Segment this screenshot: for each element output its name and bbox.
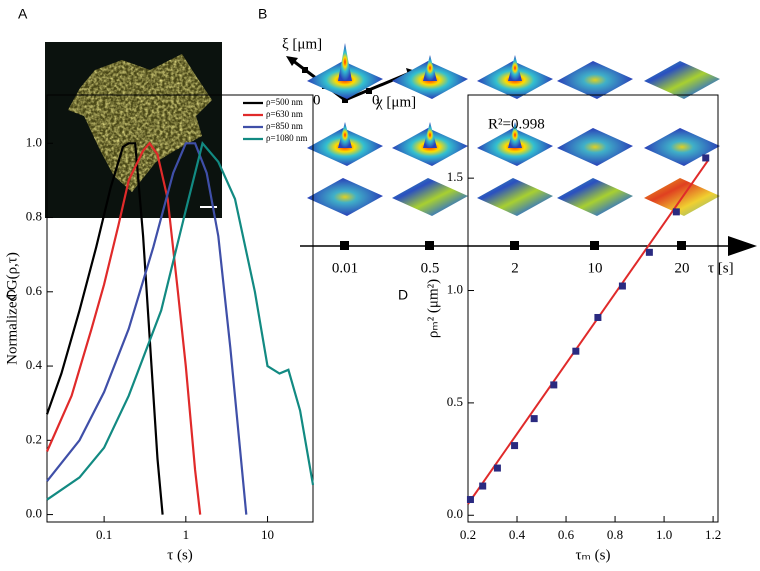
data-point: [466, 496, 474, 504]
surface-peak: [423, 55, 437, 81]
surface-tile: [477, 178, 553, 216]
time-tick: [590, 241, 599, 250]
micrograph: [45, 42, 222, 218]
z-axis-label: ξ [μm]: [282, 36, 322, 52]
time-label: 0.01: [332, 260, 358, 276]
legend-label: ρ=1080 nm: [266, 133, 307, 143]
y-axis-label: ρₘ² (μm²): [425, 279, 441, 338]
data-point: [511, 442, 519, 450]
series-line: [45, 141, 202, 515]
time-label: 10: [588, 260, 603, 276]
time-tick: [425, 241, 434, 250]
plot-frame: [46, 94, 314, 523]
x-tick-label: 1: [183, 527, 190, 542]
surface-peak: [508, 55, 522, 81]
data-point: [572, 347, 580, 355]
surface-peak: [338, 122, 352, 148]
surface-tile: [557, 178, 633, 216]
time-axis-label: τ [s]: [708, 260, 734, 276]
time-tick: [510, 241, 519, 250]
x-tick-label: 10: [261, 527, 274, 542]
y-tick-label: 0.8: [26, 209, 42, 224]
time-tick: [677, 241, 686, 250]
panel-label: A: [18, 6, 28, 22]
surface-tile: [392, 178, 468, 216]
data-point: [530, 415, 538, 423]
data-point: [594, 313, 602, 321]
y-tick-label: 1.0: [447, 282, 463, 297]
data-point: [550, 381, 558, 389]
surface-tile: [307, 178, 383, 216]
data-point: [479, 482, 487, 490]
legend-label: ρ=630 nm: [266, 109, 303, 119]
surface-tile: [557, 61, 633, 99]
x-tick-label: 1.2: [705, 527, 721, 542]
surface-peak: [508, 122, 522, 148]
data-point: [702, 154, 710, 162]
x-axis-label: χ [μm]: [375, 94, 416, 110]
legend-label: ρ=500 nm: [266, 97, 303, 107]
series-line: [45, 142, 164, 515]
plot-frame: [467, 94, 719, 523]
x-tick-label: 1.0: [656, 527, 672, 542]
origin-label: 0: [372, 92, 380, 108]
time-tick: [340, 241, 349, 250]
surface-peak: [423, 122, 437, 148]
time-label: 2: [511, 260, 519, 276]
data-point: [493, 464, 501, 472]
y-tick-label: 0.6: [26, 283, 43, 298]
data-point: [618, 282, 626, 290]
y-tick-label: 0.0: [26, 506, 42, 521]
x-axis-label: τₘ (s): [576, 547, 611, 563]
time-label: 20: [675, 260, 690, 276]
y-tick-label: 0.5: [447, 394, 463, 409]
y-tick-label: 1.0: [26, 134, 42, 149]
x-tick-label: 0.6: [558, 527, 575, 542]
fit-line: [467, 159, 710, 505]
panel-label: B: [258, 6, 267, 22]
series-line: [46, 142, 248, 515]
origin-label: 0: [313, 92, 321, 108]
y-tick-label: 1.5: [447, 169, 463, 184]
y-axis-label: Normalized G(ρ,τ): [4, 252, 20, 365]
y-tick-label: 0.2: [26, 431, 42, 446]
x-tick-label: 0.1: [96, 527, 112, 542]
annotation: R²=0.998: [488, 116, 545, 132]
surface-tile: [557, 128, 633, 166]
surface-tile: [644, 61, 720, 99]
surface-tile: [644, 128, 720, 166]
x-axis-label: τ (s): [167, 547, 193, 563]
panel-label: D: [398, 287, 408, 303]
panel-labels: A B C D: [6, 6, 408, 303]
x-tick-label: 0.4: [509, 527, 526, 542]
surface-peak: [338, 43, 352, 81]
y-tick-label: 0.0: [447, 506, 463, 521]
data-point: [645, 248, 653, 256]
time-label: 0.5: [421, 260, 440, 276]
y-tick-label: 0.4: [26, 357, 43, 372]
x-tick-label: 0.2: [460, 527, 476, 542]
series-line: [46, 140, 315, 501]
legend-label: ρ=850 nm: [266, 121, 303, 131]
panel-label: C: [6, 287, 16, 303]
x-tick-label: 0.8: [607, 527, 623, 542]
data-point: [672, 208, 680, 216]
